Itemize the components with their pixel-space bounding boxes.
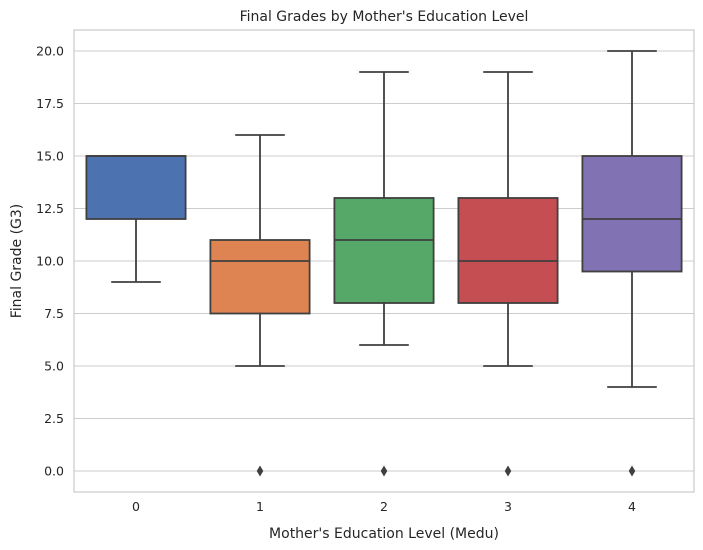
- x-tick-labels: 0 1 2 3 4: [132, 499, 636, 514]
- y-tick-label: 2.5: [44, 411, 64, 426]
- y-tick-label: 5.0: [44, 359, 64, 374]
- box-1: [209, 134, 311, 477]
- y-tick-labels: 0.0 2.5 5.0 7.5 10.0 12.5 15.0 17.5 20.0: [36, 44, 64, 479]
- y-tick-label: 20.0: [36, 44, 64, 59]
- x-tick-label: 1: [256, 499, 264, 514]
- box-body: [209, 239, 311, 315]
- box-4: [581, 50, 683, 477]
- x-tick-label: 2: [380, 499, 388, 514]
- y-tick-label: 10.0: [36, 254, 64, 269]
- chart-title: Final Grades by Mother's Education Level: [240, 9, 529, 25]
- x-tick-label: 0: [132, 499, 140, 514]
- box-body: [581, 155, 683, 273]
- box-0: [85, 155, 187, 283]
- x-tick-label: 4: [628, 499, 636, 514]
- outlier-point: [504, 465, 512, 477]
- outlier-point: [380, 465, 388, 477]
- box-2: [333, 71, 435, 477]
- box-body: [457, 197, 559, 304]
- y-tick-label: 0.0: [44, 464, 64, 479]
- plot-frame: [73, 29, 695, 493]
- y-tick-label: 17.5: [36, 96, 64, 111]
- y-axis-label: Final Grade (G3): [9, 204, 25, 319]
- box-body: [85, 155, 187, 220]
- outlier-point: [628, 465, 636, 477]
- y-tick-label: 12.5: [36, 201, 64, 216]
- box-series: [85, 50, 683, 477]
- x-tick-label: 3: [504, 499, 512, 514]
- outlier-point: [256, 465, 264, 477]
- box-body: [333, 197, 435, 304]
- x-axis-label: Mother's Education Level (Medu): [269, 526, 499, 542]
- y-tick-label: 15.0: [36, 149, 64, 164]
- box-3: [457, 71, 559, 477]
- y-tick-label: 7.5: [44, 306, 64, 321]
